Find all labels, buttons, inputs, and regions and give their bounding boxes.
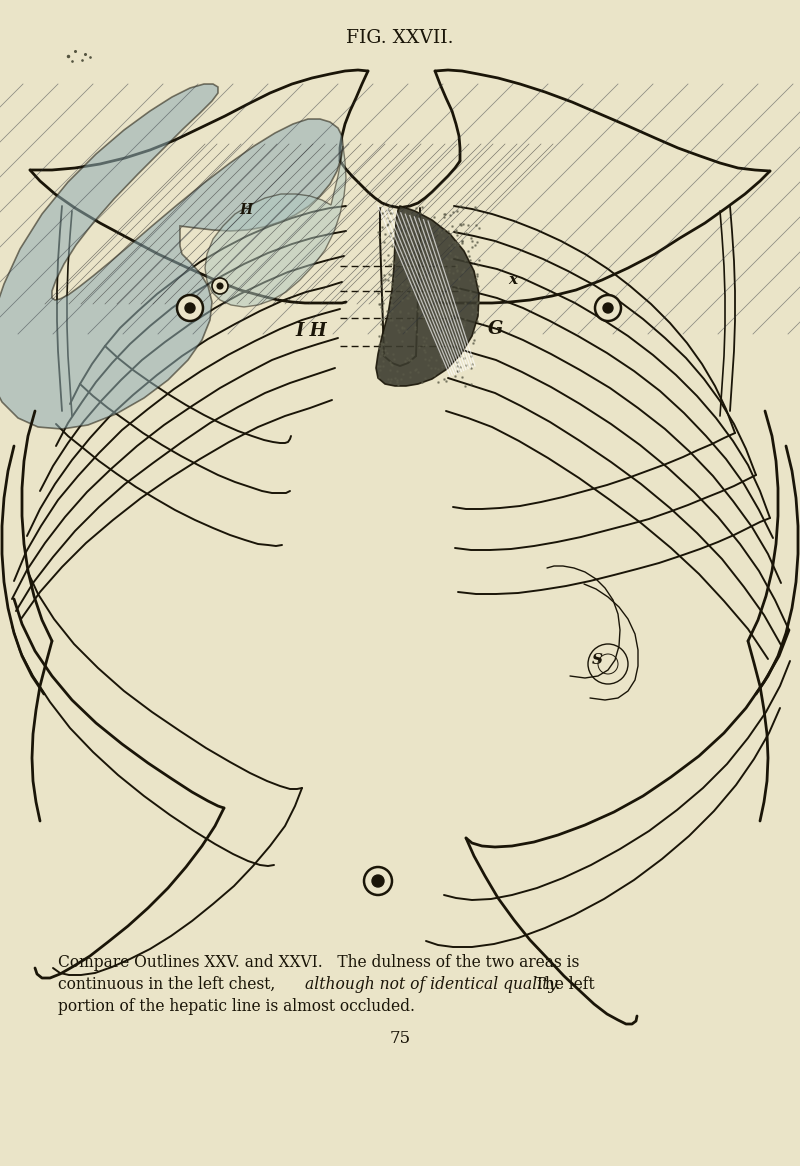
- Circle shape: [177, 295, 203, 321]
- Polygon shape: [0, 84, 343, 429]
- Text: continuous in the left chest,: continuous in the left chest,: [58, 976, 280, 993]
- Text: The left: The left: [520, 976, 594, 993]
- Circle shape: [603, 303, 613, 312]
- Text: S: S: [592, 653, 603, 667]
- Polygon shape: [205, 146, 346, 307]
- Text: FIG. XXVII.: FIG. XXVII.: [346, 29, 454, 47]
- Circle shape: [372, 874, 384, 887]
- Text: although not of identical quality.: although not of identical quality.: [305, 976, 560, 993]
- Text: H: H: [239, 203, 253, 217]
- Polygon shape: [376, 206, 479, 386]
- Text: portion of the hepatic line is almost occluded.: portion of the hepatic line is almost oc…: [58, 998, 415, 1014]
- Text: G: G: [488, 319, 503, 338]
- Circle shape: [212, 278, 228, 294]
- Circle shape: [364, 868, 392, 895]
- Text: Compare Outlines XXV. and XXVI.   The dulness of the two areas is: Compare Outlines XXV. and XXVI. The duln…: [58, 954, 579, 971]
- Circle shape: [217, 283, 223, 289]
- Circle shape: [185, 303, 195, 312]
- Text: I H: I H: [295, 322, 326, 340]
- Text: x: x: [508, 273, 517, 287]
- Circle shape: [595, 295, 621, 321]
- Text: 75: 75: [390, 1030, 410, 1047]
